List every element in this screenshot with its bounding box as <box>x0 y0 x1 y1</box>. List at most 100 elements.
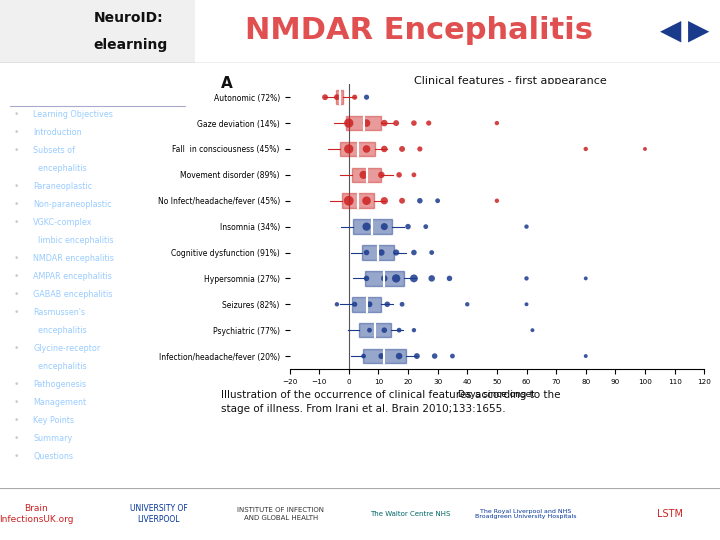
Point <box>521 300 532 308</box>
Point <box>408 119 420 127</box>
Point <box>361 93 372 102</box>
Point <box>396 145 408 153</box>
Point <box>379 197 390 205</box>
Point <box>349 93 361 102</box>
Point <box>379 119 390 127</box>
Bar <box>353 219 392 234</box>
Text: •: • <box>14 146 19 155</box>
Text: Summary: Summary <box>33 434 73 443</box>
Text: NMDAR Encephalitis: NMDAR Encephalitis <box>245 16 593 45</box>
Text: A: A <box>221 76 233 91</box>
Point <box>361 248 372 257</box>
Point <box>393 352 405 360</box>
Point <box>446 352 458 360</box>
Point <box>361 197 372 205</box>
Point <box>491 119 503 127</box>
Point <box>382 300 393 308</box>
Text: Management: Management <box>33 398 86 407</box>
Point <box>376 171 387 179</box>
Point <box>379 222 390 231</box>
Bar <box>0 0 195 63</box>
Point <box>414 197 426 205</box>
Text: encephalitis: encephalitis <box>33 362 87 371</box>
Point <box>319 93 330 102</box>
Point <box>491 197 503 205</box>
Point <box>580 145 592 153</box>
Text: UNIVERSITY OF
LIVERPOOL: UNIVERSITY OF LIVERPOOL <box>130 504 187 524</box>
Text: Illustration of the occurrence of clinical features according to the
stage of il: Illustration of the occurrence of clinic… <box>221 390 561 414</box>
Point <box>361 222 372 231</box>
Point <box>526 326 538 334</box>
Bar <box>352 167 381 182</box>
Point <box>390 274 402 283</box>
Point <box>521 222 532 231</box>
Text: Introduction: Introduction <box>33 128 82 137</box>
Point <box>390 119 402 127</box>
X-axis label: Days since onset: Days since onset <box>459 390 535 399</box>
Text: •: • <box>14 452 19 461</box>
Point <box>393 171 405 179</box>
Text: Pathogenesis: Pathogenesis <box>33 380 86 389</box>
Point <box>429 352 441 360</box>
Point <box>343 145 354 153</box>
Text: VGKC-complex: VGKC-complex <box>33 218 93 227</box>
Text: •: • <box>14 380 19 389</box>
Point <box>408 248 420 257</box>
Text: Learning Objectives: Learning Objectives <box>33 110 113 119</box>
Point <box>408 326 420 334</box>
Text: INSTITUTE OF INFECTION
AND GLOBAL HEALTH: INSTITUTE OF INFECTION AND GLOBAL HEALTH <box>238 508 324 521</box>
Point <box>376 352 387 360</box>
Bar <box>359 323 392 338</box>
Point <box>411 352 423 360</box>
Text: NeuroID:: NeuroID: <box>94 11 163 25</box>
Text: •: • <box>14 182 19 191</box>
Point <box>426 248 438 257</box>
Bar <box>340 141 375 156</box>
Text: •: • <box>14 128 19 137</box>
Text: Questions: Questions <box>33 452 73 461</box>
Text: Non-paraneoplastic: Non-paraneoplastic <box>33 200 112 209</box>
Point <box>432 197 444 205</box>
Point <box>444 274 455 283</box>
Point <box>358 352 369 360</box>
Text: The Waltor Centre NHS: The Waltor Centre NHS <box>370 511 451 517</box>
Text: Clinical features - first appearance: Clinical features - first appearance <box>413 76 606 86</box>
Point <box>379 326 390 334</box>
Point <box>521 274 532 283</box>
Point <box>580 352 592 360</box>
Text: •: • <box>14 110 19 119</box>
Point <box>349 300 361 308</box>
Text: ENCEPHALITIS: ENCEPHALITIS <box>50 91 145 104</box>
Text: Rasmussen's: Rasmussen's <box>33 308 85 317</box>
Text: Key Points: Key Points <box>33 416 74 425</box>
Text: •: • <box>14 308 19 317</box>
Point <box>414 145 426 153</box>
Point <box>379 274 390 283</box>
Point <box>396 300 408 308</box>
Point <box>343 197 354 205</box>
Bar <box>341 193 374 208</box>
Point <box>343 119 354 127</box>
Point <box>361 119 372 127</box>
Point <box>361 274 372 283</box>
Text: Paraneoplastic: Paraneoplastic <box>33 182 92 191</box>
Point <box>426 274 438 283</box>
Text: •: • <box>14 290 19 299</box>
Text: •: • <box>14 398 19 407</box>
Text: •: • <box>14 254 19 263</box>
Text: •: • <box>14 434 19 443</box>
Text: Brain
InfectionsUK.org: Brain InfectionsUK.org <box>0 504 73 524</box>
Text: ◀: ◀ <box>660 16 682 44</box>
Point <box>331 300 343 308</box>
Point <box>379 145 390 153</box>
Point <box>423 119 434 127</box>
Point <box>420 222 431 231</box>
Text: limbic encephalitis: limbic encephalitis <box>33 236 114 245</box>
Text: elearning: elearning <box>94 38 168 52</box>
Text: •: • <box>14 272 19 281</box>
Text: ▶: ▶ <box>688 16 709 44</box>
Bar <box>346 116 382 130</box>
Point <box>639 145 651 153</box>
Text: •: • <box>14 200 19 209</box>
Point <box>364 326 375 334</box>
